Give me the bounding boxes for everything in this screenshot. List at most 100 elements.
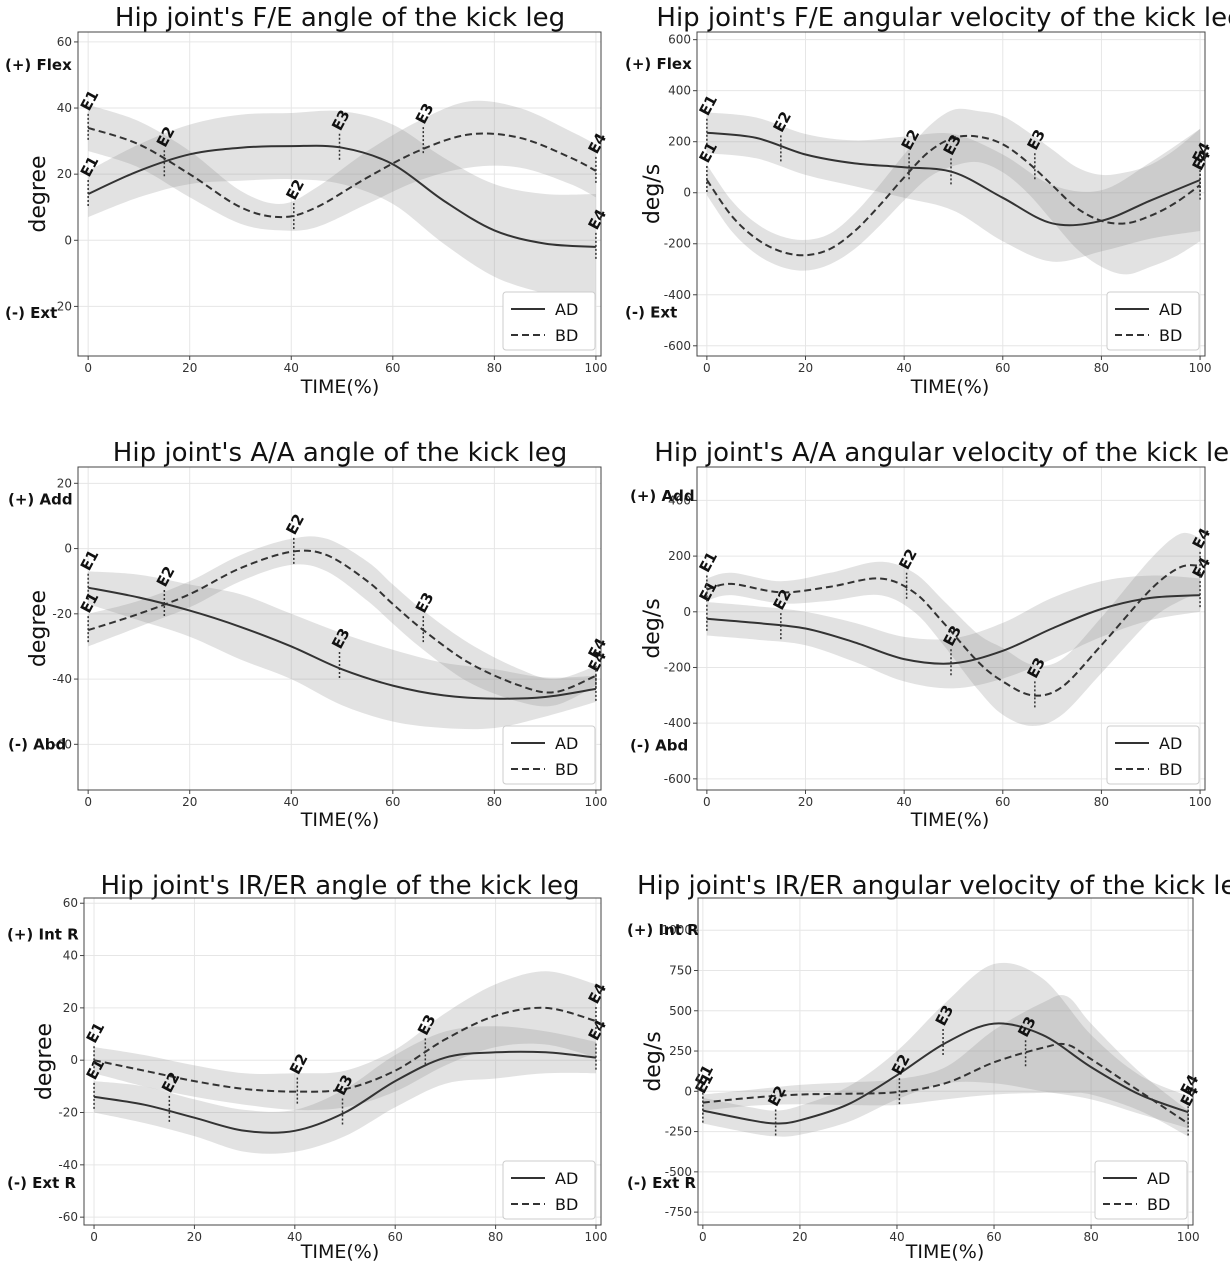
- y-tick-label: 0: [683, 186, 691, 200]
- y-tick-label: -400: [664, 288, 691, 302]
- y-tick-label: -20: [52, 607, 72, 621]
- legend-label-bd: BD: [555, 326, 578, 345]
- positive-direction-label: (+) Int R: [627, 921, 699, 939]
- x-tick-label: 100: [584, 795, 607, 809]
- legend-box: [502, 725, 596, 785]
- chart-title: Hip joint's A/A angle of the kick leg: [113, 438, 567, 468]
- x-tick-label: 80: [1094, 361, 1109, 375]
- y-tick-label: 250: [669, 1044, 692, 1058]
- plot-frame: [83, 897, 602, 1226]
- band-bd: [94, 971, 596, 1111]
- y-tick-label: 1000: [661, 923, 692, 937]
- y-tick-label: -250: [665, 1125, 692, 1139]
- plot-frame: [697, 897, 1194, 1226]
- legend-label-ad: AD: [1159, 300, 1182, 319]
- negative-direction-label: (-) Ext R: [627, 1174, 696, 1192]
- legend-box: [1106, 291, 1200, 351]
- band-ad: [702, 962, 1189, 1137]
- x-tick-label: 100: [1189, 361, 1212, 375]
- x-tick-label: 0: [703, 361, 711, 375]
- band-bd: [88, 100, 596, 231]
- band-ad: [88, 571, 596, 730]
- negative-direction-label: (-) Ext R: [7, 1174, 76, 1192]
- x-tick-label: 100: [585, 1230, 608, 1244]
- y-tick-label: 20: [57, 299, 72, 313]
- legend-label-bd: BD: [555, 1195, 578, 1214]
- series-line-bd: [706, 564, 1201, 697]
- plot-data: [702, 962, 1189, 1137]
- y-tick-label: -60: [58, 1210, 78, 1224]
- series-line-bd: [87, 549, 597, 694]
- y-tick-label: 0: [64, 542, 72, 556]
- x-tick-label: 60: [385, 795, 400, 809]
- plot-data: [706, 532, 1201, 726]
- y-tick-label: -40: [58, 1158, 78, 1172]
- y-tick-label: -20: [58, 1106, 78, 1120]
- y-tick-label: -600: [664, 772, 691, 786]
- legend: AD BD: [1106, 725, 1200, 785]
- plot-data: [87, 100, 597, 300]
- band-ad: [88, 110, 596, 300]
- series-line-ad: [706, 594, 1201, 665]
- chart-panel-3: Hip joint's A/A angle of the kick leg E1 E…: [8, 438, 610, 831]
- y-tick-label: 0: [70, 1053, 78, 1067]
- y-tick-label: 0: [683, 605, 691, 619]
- legend-box: [1106, 725, 1200, 785]
- plot-frame: [696, 31, 1206, 357]
- y-tick-label: 20: [57, 476, 72, 490]
- chart-title: Hip joint's A/A angular velocity of the …: [654, 438, 1230, 468]
- x-tick-label: 20: [187, 1230, 202, 1244]
- y-tick-label: -400: [664, 716, 691, 730]
- x-axis-label: TIME(%): [300, 1241, 380, 1263]
- positive-direction-label: (+) Add: [630, 487, 695, 505]
- x-tick-label: 40: [889, 1230, 904, 1244]
- x-tick-label: 80: [487, 795, 502, 809]
- y-tick-label: 40: [57, 101, 72, 115]
- y-tick-label: 0: [64, 233, 72, 247]
- band-bd: [706, 108, 1201, 275]
- event-label: E1: [77, 547, 103, 574]
- x-tick-label: 80: [488, 1230, 503, 1244]
- y-tick-label: 20: [63, 1001, 78, 1015]
- negative-direction-label: (-) Ext: [5, 304, 57, 322]
- plot-frame: [696, 466, 1206, 791]
- band-ad: [706, 575, 1201, 689]
- y-tick-label: 200: [668, 135, 691, 149]
- x-tick-label: 0: [703, 795, 711, 809]
- x-tick-label: 40: [897, 361, 912, 375]
- x-tick-label: 80: [1094, 795, 1109, 809]
- series-line-ad: [87, 144, 596, 248]
- chart-title: Hip joint's IR/ER angular velocity of th…: [637, 871, 1230, 901]
- x-tick-label: 100: [584, 361, 607, 375]
- band-bd: [706, 532, 1201, 726]
- legend: AD BD: [1094, 1160, 1188, 1220]
- band-bd: [702, 995, 1189, 1137]
- y-axis-label: degree: [32, 1023, 57, 1100]
- y-tick-label: -40: [52, 672, 72, 686]
- series-line-ad: [93, 1050, 597, 1134]
- x-tick-label: 20: [798, 795, 813, 809]
- x-tick-label: 40: [284, 361, 299, 375]
- x-tick-label: 20: [182, 795, 197, 809]
- y-tick-label: 400: [668, 493, 691, 507]
- x-tick-label: 80: [1083, 1230, 1098, 1244]
- plot-data: [93, 971, 597, 1154]
- x-tick-label: 40: [284, 795, 299, 809]
- legend-label-bd: BD: [1159, 326, 1182, 345]
- x-tick-label: 20: [182, 361, 197, 375]
- positive-direction-label: (+) Flex: [625, 55, 692, 73]
- x-axis-label: TIME(%): [300, 809, 380, 831]
- y-tick-label: 750: [669, 963, 692, 977]
- chart-panel-1: Hip joint's F/E angle of the kick legE1E…: [5, 3, 610, 398]
- series-line-bd: [93, 1006, 597, 1093]
- legend: AD BD: [1106, 291, 1200, 351]
- y-tick-label: 200: [668, 549, 691, 563]
- x-tick-label: 60: [986, 1230, 1001, 1244]
- x-tick-label: 60: [995, 361, 1010, 375]
- x-tick-label: 100: [1177, 1230, 1200, 1244]
- y-tick-label: -750: [665, 1205, 692, 1219]
- chart-panel-6: Hip joint's IR/ER angular velocity of th…: [627, 871, 1230, 1263]
- legend: AD BD: [502, 725, 596, 785]
- x-axis-label: TIME(%): [300, 376, 380, 398]
